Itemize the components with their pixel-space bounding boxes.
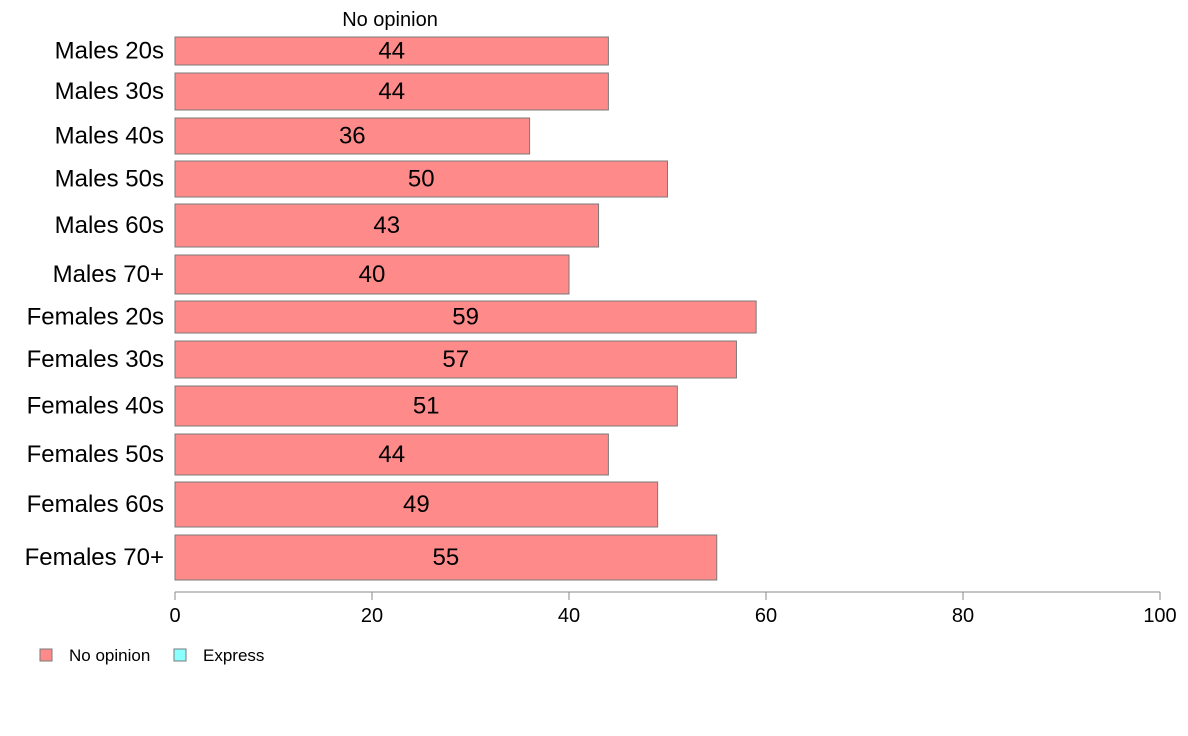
category-label: Males 40s (55, 123, 164, 150)
category-label: Males 20s (55, 38, 164, 65)
bar-value-label: 44 (378, 441, 405, 468)
bar-females-70 (174, 534, 718, 581)
bar-value-label: 44 (378, 38, 405, 65)
legend-label: Express (203, 646, 264, 665)
category-label: Females 50s (27, 441, 164, 468)
bar-value-label: 55 (433, 544, 460, 571)
series-title: No opinion (342, 9, 438, 31)
category-label: Females 60s (27, 491, 164, 518)
x-tick-label: 80 (952, 605, 974, 627)
bar-value-label: 44 (378, 78, 405, 105)
x-tick-label: 20 (361, 605, 383, 627)
bar-males-20s (174, 36, 609, 66)
category-label: Females 20s (27, 304, 164, 331)
bar-females-60s (174, 481, 659, 528)
category-label: Females 40s (27, 393, 164, 420)
bar-males-30s (174, 72, 609, 111)
bar-females-30s (174, 340, 737, 379)
bar-males-40s (174, 117, 531, 155)
bar-males-70 (174, 254, 570, 295)
category-label: Females 70+ (25, 544, 164, 571)
bar-value-label: 50 (408, 166, 435, 193)
legend-swatch (173, 648, 187, 662)
category-label: Males 60s (55, 212, 164, 239)
legend-swatch (39, 648, 53, 662)
bar-females-20s (174, 300, 757, 334)
bar-value-label: 36 (339, 123, 366, 150)
bar-value-label: 40 (359, 261, 386, 288)
bar-value-label: 57 (442, 346, 469, 373)
legend-label: No opinion (69, 646, 150, 665)
category-label: Males 50s (55, 166, 164, 193)
bar-value-label: 49 (403, 491, 430, 518)
category-label: Males 70+ (53, 261, 164, 288)
x-tick-label: 40 (558, 605, 580, 627)
bar-males-60s (174, 203, 600, 248)
category-label: Females 30s (27, 346, 164, 373)
bar-value-label: 43 (373, 212, 400, 239)
bar-females-50s (174, 433, 609, 476)
bar-value-label: 51 (413, 393, 440, 420)
x-tick-label: 0 (169, 605, 180, 627)
bar-males-50s (174, 160, 668, 198)
x-tick-label: 100 (1143, 605, 1176, 627)
bar-females-40s (174, 385, 678, 427)
x-tick-label: 60 (755, 605, 777, 627)
category-label: Males 30s (55, 78, 164, 105)
bar-value-label: 59 (452, 304, 479, 331)
